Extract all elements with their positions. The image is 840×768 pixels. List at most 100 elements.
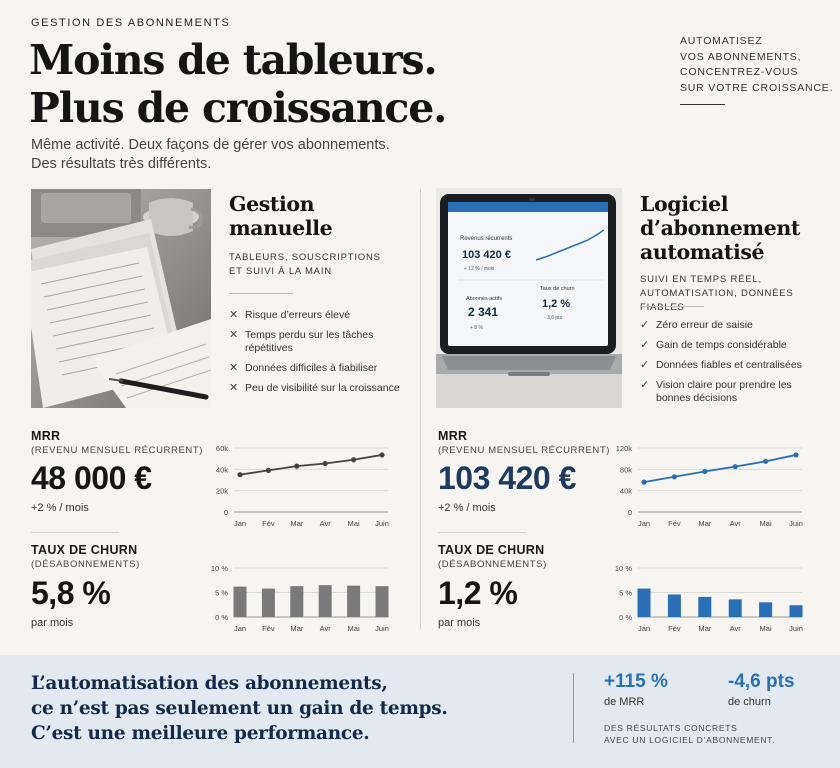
auto-title-line-1: Logiciel (640, 192, 729, 216)
data-point (763, 458, 769, 464)
laptop-rev-value: 103 420 € (462, 249, 511, 261)
y-tick-label: 60k (216, 444, 228, 453)
data-point (237, 472, 243, 478)
manual-mrr-label: MRR (31, 429, 61, 443)
laptop-subs-value: 2 341 (468, 305, 498, 319)
data-point (322, 460, 328, 467)
x-tick-label: Juin (789, 624, 803, 633)
y-tick-label: 10 % (211, 564, 228, 573)
cross-icon: ✕ (229, 382, 239, 394)
manual-churn-delta: par mois (31, 617, 74, 629)
conclusion-quote: L’automatisation des abonnements, ce n’e… (31, 671, 448, 746)
list-item: ✓ Vision claire pour prendre les bonnes d… (640, 379, 810, 405)
list-item: ✓ Zéro erreur de saisie (640, 319, 810, 332)
list-item-text: Peu de visibilité sur la croissance (245, 382, 400, 394)
auto-mrr-chart: 0 40k 80k 120k Jan Fév Mar Avr Mai Juin (616, 444, 803, 528)
list-item-text: Données fiables et centralisées (656, 359, 802, 371)
x-tick-label: Fév (262, 519, 275, 528)
y-tick-label: 20k (216, 487, 228, 496)
kpi-mrr: +115 % de MRR (604, 671, 668, 708)
manual-mrr-chart: 0 20k 40k 60k Jan Fév Mar Avr Mai Juin (216, 444, 389, 528)
x-tick-label: Jan (234, 624, 246, 633)
list-item: ✓ Gain de temps considérable (640, 339, 810, 352)
manual-mrr-value: 48 000 € (31, 460, 152, 496)
bar (261, 588, 275, 617)
bar (759, 602, 773, 617)
check-icon: ✓ (640, 379, 650, 391)
manual-title: Gestion manuelle (229, 192, 333, 240)
data-point (641, 479, 647, 485)
x-tick-label: Mai (760, 519, 772, 528)
y-tick-label: 40k (620, 487, 632, 496)
auto-subtitle-line-2: AUTOMATISATION, DONNÉES FIABLES (640, 288, 794, 313)
manual-churn-label: TAUX DE CHURN (31, 543, 138, 557)
auto-subtitle: SUIVI EN TEMPS RÉEL, AUTOMATISATION, DON… (640, 273, 840, 315)
auto-subtitle-line-1: SUIVI EN TEMPS RÉEL, (640, 274, 762, 285)
side-note: AUTOMATISEZ VOS ABONNEMENTS, CONCENTREZ-… (680, 34, 840, 96)
auto-title-line-2: d’abonnement (640, 216, 800, 240)
band-footnote: DES RÉSULTATS CONCRETS AVEC UN LOGICIEL … (604, 722, 775, 746)
x-tick-label: Avr (730, 624, 742, 633)
auto-mrr-delta: +2 % / mois (438, 502, 496, 514)
manual-subtitle: TABLEURS, SOUSCRIPTIONS ET SUIVI À LA MA… (229, 251, 381, 279)
y-tick-label: 5 % (215, 589, 228, 598)
y-tick-label: 5 % (619, 589, 632, 598)
page-title-line-1: Moins de tableurs. (29, 36, 438, 84)
manual-subtitle-line-2: ET SUIVI À LA MAIN (229, 266, 332, 277)
x-tick-label: Jan (234, 519, 246, 528)
y-tick-label: 80k (620, 465, 632, 474)
manual-churn-sublabel: (DÉSABONNEMENTS) (31, 559, 140, 570)
list-item-text: Gain de temps considérable (656, 339, 787, 351)
kpi-churn: -4,6 pts de churn (728, 671, 795, 708)
list-item-text: Données difficiles à fiabiliser (245, 362, 378, 374)
data-point (265, 467, 271, 473)
side-note-line: SUR VOTRE CROISSANCE. (680, 81, 834, 94)
data-point (294, 463, 300, 469)
manual-mrr-delta: +2 % / mois (31, 502, 89, 514)
check-icon: ✓ (640, 319, 650, 331)
x-tick-label: Fév (668, 624, 681, 633)
kpi-churn-label: de churn (728, 696, 771, 708)
cross-icon: ✕ (229, 362, 239, 374)
list-item-text: Temps perdu sur les tâches répétitives (245, 329, 374, 354)
list-item-text: Risque d’erreurs élevé (245, 309, 351, 321)
page-title-line-2: Plus de croissance. (29, 84, 447, 132)
conclusion-quote-line-3: C’est une meilleure performance. (31, 723, 370, 744)
x-tick-label: Mai (348, 519, 360, 528)
series-line (239, 454, 383, 476)
x-tick-label: Mar (698, 519, 711, 528)
paperwork-illustration (31, 189, 211, 408)
x-tick-label: Avr (730, 519, 742, 528)
auto-churn-delta: par mois (438, 617, 481, 629)
page-title: Moins de tableurs. Plus de croissance. (29, 36, 447, 132)
x-tick-label: Mai (760, 624, 772, 633)
list-item: ✓ Données fiables et centralisées (640, 359, 810, 372)
x-tick-label: Fév (668, 519, 681, 528)
bar (698, 596, 712, 617)
manual-title-line-1: Gestion (229, 192, 315, 216)
series-line (643, 454, 797, 484)
x-tick-label: Juin (375, 624, 389, 633)
bar (318, 585, 332, 617)
y-tick-label: 0 % (619, 613, 632, 622)
auto-title: Logiciel d’abonnement automatisé (640, 192, 800, 264)
x-tick-label: Jan (638, 519, 650, 528)
manual-subtitle-line-1: TABLEURS, SOUSCRIPTIONS (229, 252, 381, 263)
list-item: ✕ Peu de visibilité sur la croissance (229, 382, 404, 395)
y-tick-label: 0 % (215, 613, 228, 622)
x-tick-label: Juin (375, 519, 389, 528)
list-item-text: Zéro erreur de saisie (656, 319, 753, 331)
side-note-line: AUTOMATISEZ (680, 35, 763, 47)
y-tick-label: 10 % (615, 564, 632, 573)
auto-mrr-value: 103 420 € (438, 460, 576, 496)
manual-churn-value: 5,8 % (31, 575, 111, 611)
bar (667, 594, 681, 617)
list-item: ✕ Temps perdu sur les tâches répétitives (229, 329, 404, 355)
bar (233, 586, 247, 617)
manual-title-line-2: manuelle (229, 216, 333, 240)
auto-benefits-list: ✓ Zéro erreur de saisie ✓ Gain de temps co… (640, 319, 810, 412)
conclusion-quote-line-2: ce n’est pas seulement un gain de temps. (31, 698, 448, 719)
laptop-churn-label: Taux de churn (540, 286, 575, 292)
manual-mrr-sublabel: (REVENU MENSUEL RÉCURRENT) (31, 445, 204, 456)
auto-mrr-label: MRR (438, 429, 468, 443)
